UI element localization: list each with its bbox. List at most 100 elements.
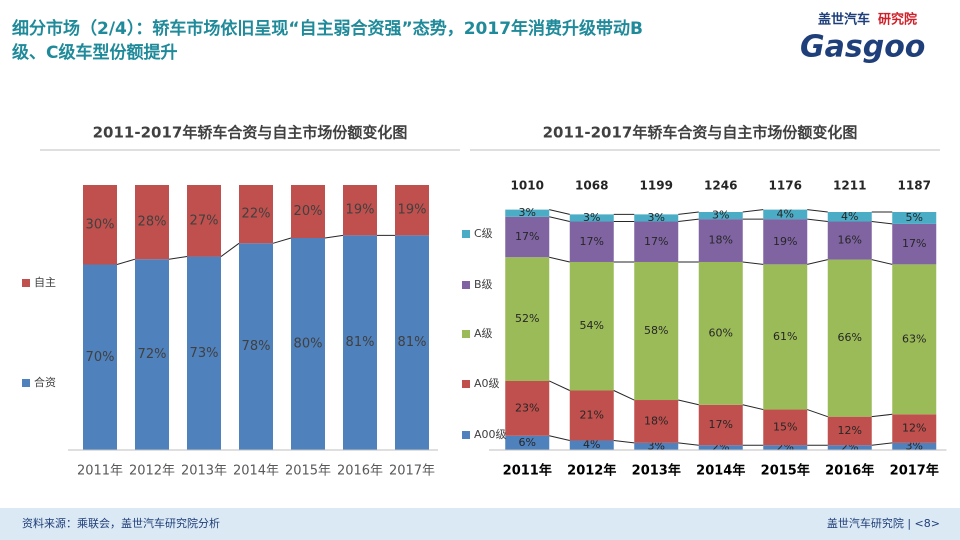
data-label: 80% xyxy=(294,337,323,352)
data-label: 22% xyxy=(242,207,271,222)
data-label: 58% xyxy=(644,324,668,337)
connector-line xyxy=(220,242,240,257)
x-tick-label: 2014年 xyxy=(696,463,745,479)
data-label: 3% xyxy=(648,211,665,224)
bar-segment xyxy=(569,390,614,441)
chart-title: 2011-2017年轿车合资与自主市场份额变化图 xyxy=(93,124,408,142)
footer-bar xyxy=(0,508,960,540)
data-label: 81% xyxy=(398,335,427,350)
connector-line xyxy=(613,390,635,401)
data-label: 17% xyxy=(515,230,539,243)
connector-line xyxy=(116,258,136,265)
bar-segment xyxy=(291,238,325,450)
bar-segment xyxy=(698,219,743,262)
connector-line xyxy=(742,209,764,213)
bar-segment xyxy=(569,440,614,450)
legend-swatch xyxy=(462,230,470,238)
bar-segment xyxy=(698,445,743,450)
bar-segment xyxy=(892,212,937,224)
x-tick-label: 2012年 xyxy=(129,464,175,479)
bar-segment xyxy=(505,209,550,217)
total-label: 1187 xyxy=(898,179,931,193)
connector-line xyxy=(549,380,570,391)
data-label: 30% xyxy=(86,217,115,232)
x-tick-label: 2015年 xyxy=(285,464,331,479)
data-label: 3% xyxy=(519,206,536,219)
bar-segment xyxy=(505,216,550,258)
data-label: 12% xyxy=(902,422,926,435)
bar-segment xyxy=(827,212,872,222)
data-label: 73% xyxy=(190,346,219,361)
connector-line xyxy=(807,218,828,223)
legend-swatch xyxy=(462,330,470,338)
chart-title: 2011-2017年轿车合资与自主市场份额变化图 xyxy=(543,124,858,142)
data-label: 3% xyxy=(712,209,729,222)
bar-segment xyxy=(239,243,273,450)
data-label: 18% xyxy=(644,414,668,427)
bar-segment xyxy=(763,219,808,265)
total-label: 1010 xyxy=(511,179,544,193)
data-label: 19% xyxy=(773,235,797,248)
bar-segment xyxy=(892,264,937,415)
data-label: 23% xyxy=(515,401,539,414)
bar-segment xyxy=(892,442,937,450)
data-label: 16% xyxy=(838,234,862,247)
data-label: 27% xyxy=(190,213,219,228)
data-label: 78% xyxy=(242,339,271,354)
bar-segment xyxy=(343,185,377,236)
connector-line xyxy=(678,442,699,446)
data-label: 54% xyxy=(580,319,604,332)
connector-line xyxy=(613,439,635,444)
legend-label: A级 xyxy=(474,327,493,340)
data-label: 70% xyxy=(86,350,115,365)
x-tick-label: 2011年 xyxy=(77,464,123,479)
data-label: 12% xyxy=(838,424,862,437)
x-tick-label: 2013年 xyxy=(632,463,681,479)
connector-line xyxy=(272,237,292,244)
data-label: 81% xyxy=(346,335,375,350)
bar-segment xyxy=(634,221,679,262)
connector-line xyxy=(168,256,188,260)
bar-segment xyxy=(892,223,937,265)
x-tick-label: 2017年 xyxy=(890,463,939,479)
bar-segment xyxy=(698,212,743,220)
legend-label: 自主 xyxy=(34,276,56,289)
data-label: 19% xyxy=(346,203,375,218)
bar-segment xyxy=(83,264,117,450)
connector-line xyxy=(807,209,828,213)
data-label: 15% xyxy=(773,420,797,433)
bar-segment xyxy=(395,235,429,450)
total-label: 1176 xyxy=(769,179,802,193)
data-label: 60% xyxy=(709,326,733,339)
connector-line xyxy=(549,256,570,263)
connector-line xyxy=(742,261,764,265)
legend-swatch xyxy=(22,279,30,287)
bar-segment xyxy=(505,435,550,450)
bar-segment xyxy=(505,380,550,436)
connector-line xyxy=(742,404,764,411)
legend-swatch xyxy=(462,281,470,289)
footer-source: 资料来源：乘联会，盖世汽车研究院分析 xyxy=(22,516,220,530)
bar-segment xyxy=(239,185,273,244)
data-label: 4% xyxy=(583,438,600,451)
connector-line xyxy=(678,399,699,406)
logo-brand: 盖世汽车 xyxy=(818,12,870,28)
connector-line xyxy=(871,413,893,418)
data-label: 18% xyxy=(709,234,733,247)
data-label: 17% xyxy=(709,418,733,431)
x-tick-label: 2014年 xyxy=(233,464,279,479)
bar-segment xyxy=(343,235,377,450)
logo-unit: 研究院 xyxy=(878,12,917,28)
bar-segment xyxy=(291,185,325,238)
data-label: 72% xyxy=(138,347,167,362)
data-label: 61% xyxy=(773,330,797,343)
bar-segment xyxy=(827,221,872,260)
legend-label: A0级 xyxy=(474,377,500,390)
bar-segment xyxy=(634,400,679,443)
bar-segment xyxy=(83,185,117,265)
data-label: 17% xyxy=(902,237,926,250)
connector-line xyxy=(871,259,893,265)
slide-title: 级、C级车型份额提升 xyxy=(12,42,177,63)
connector-line xyxy=(549,435,570,441)
legend-swatch xyxy=(462,431,470,439)
